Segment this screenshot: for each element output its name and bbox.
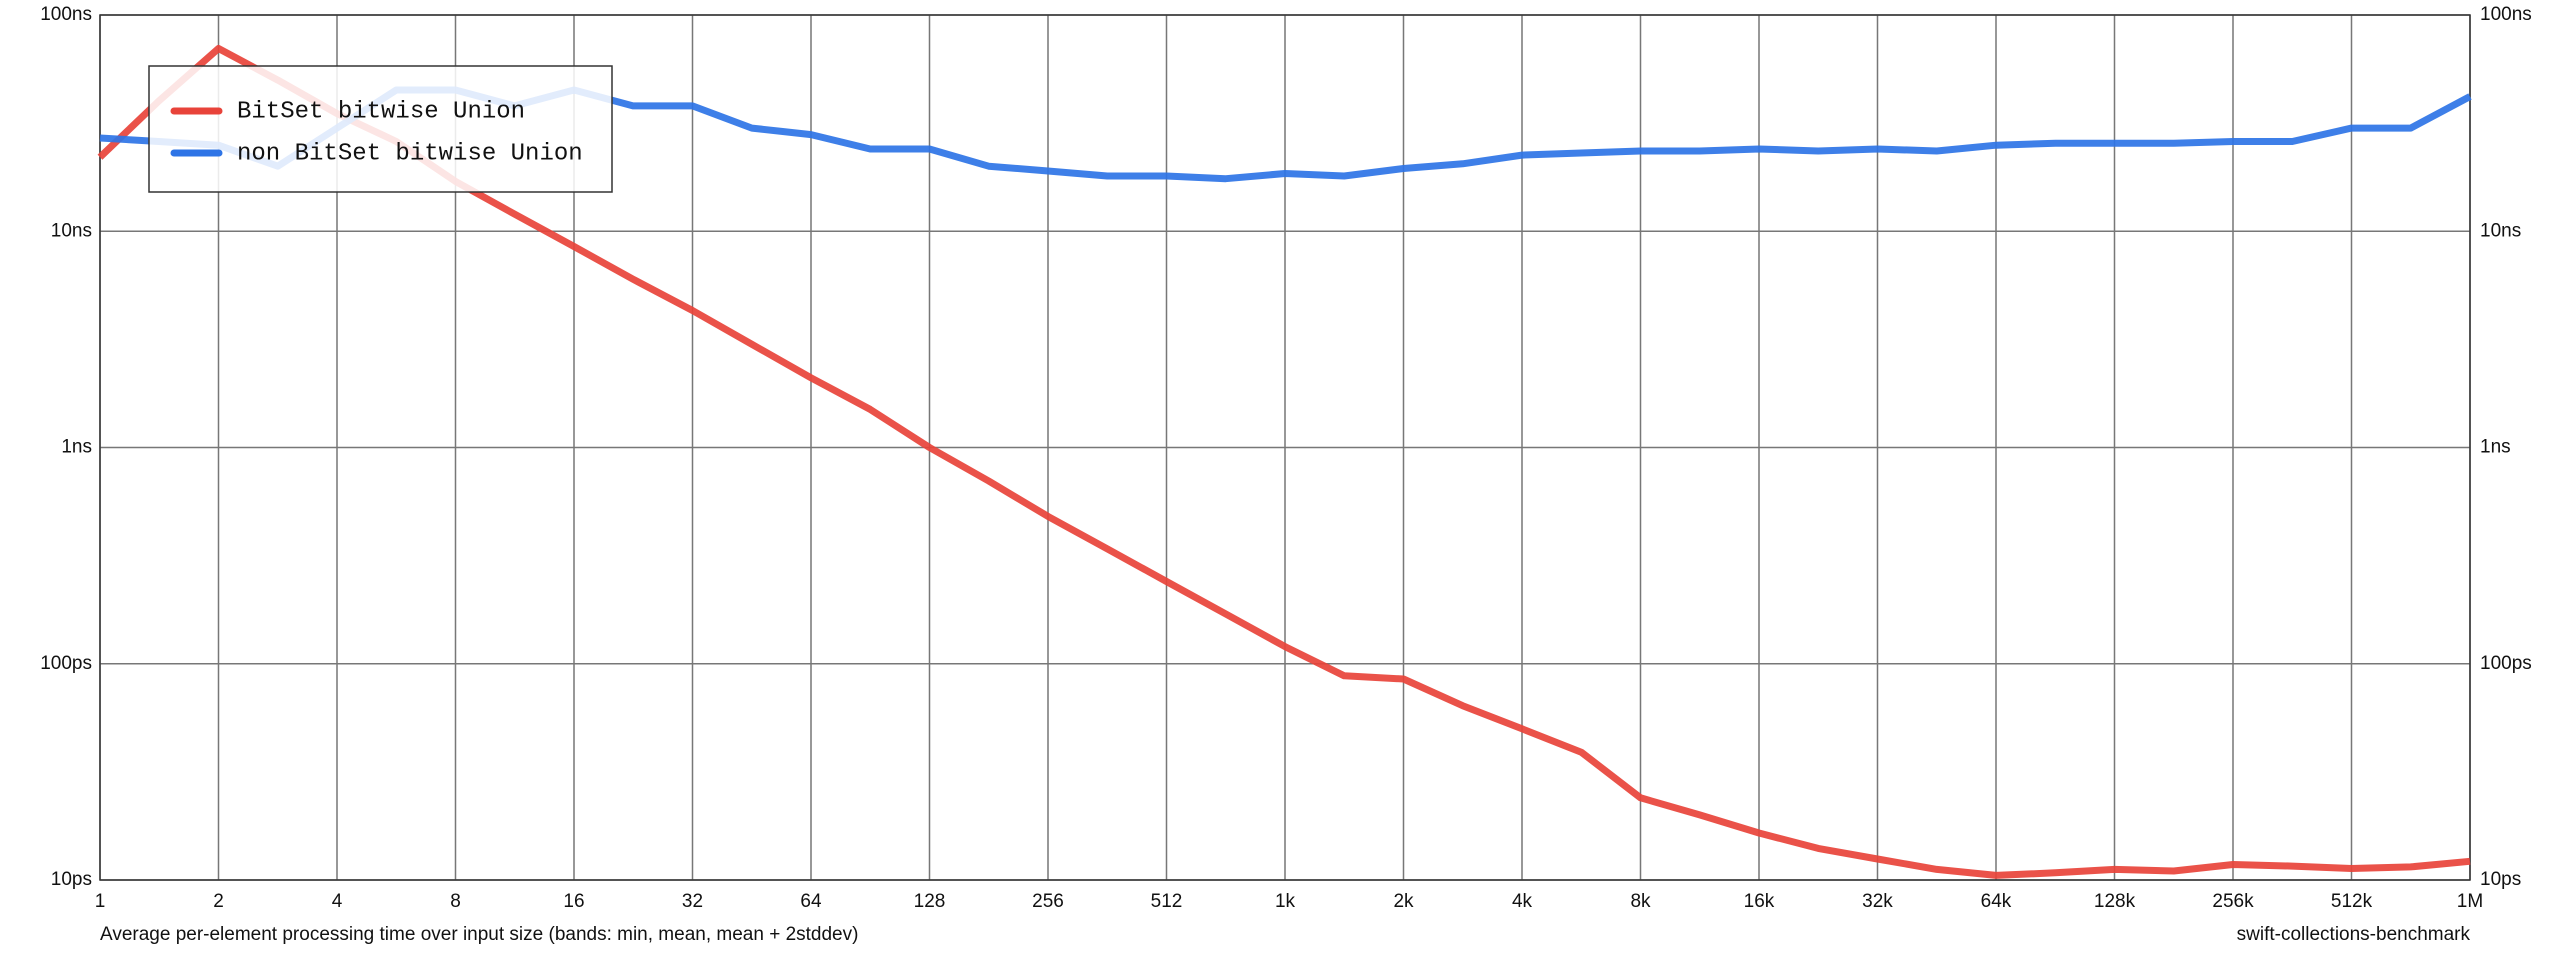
caption: Average per-element processing time over…	[100, 924, 858, 945]
x-tick-label: 4	[332, 891, 343, 912]
x-tick-label: 512	[1151, 891, 1183, 912]
x-tick-label: 128	[914, 891, 946, 912]
x-tick-label: 1M	[2457, 891, 2483, 912]
y-tick-label-right: 10ns	[2480, 220, 2521, 241]
x-tick-label: 8k	[1630, 891, 1651, 912]
x-tick-label: 2k	[1393, 891, 1414, 912]
x-tick-label: 64	[800, 891, 822, 912]
x-tick-label: 16	[563, 891, 584, 912]
credit: swift-collections-benchmark	[2237, 924, 2471, 945]
y-tick-label: 1ns	[61, 437, 92, 458]
plot-frame	[99, 14, 2471, 881]
y-tick-label: 100ns	[40, 4, 92, 25]
x-tick-label: 16k	[1744, 891, 1775, 912]
y-tick-label: 100ps	[40, 653, 92, 674]
x-tick-label: 256k	[2212, 891, 2254, 912]
x-tick-label: 1k	[1275, 891, 1296, 912]
y-tick-label-right: 100ns	[2480, 4, 2532, 25]
series-line	[97, 45, 2471, 879]
x-tick-label: 1	[95, 891, 106, 912]
y-tick-label-right: 100ps	[2480, 653, 2532, 674]
y-tick-label-right: 1ns	[2480, 437, 2511, 458]
legend-label: non BitSet bitwise Union	[237, 140, 583, 167]
x-tick-label: 256	[1032, 891, 1064, 912]
x-tick-label: 32	[682, 891, 703, 912]
x-tick-label: 2	[213, 891, 224, 912]
y-tick-label: 10ns	[51, 220, 92, 241]
y-tick-label-right: 10ps	[2480, 869, 2521, 890]
x-tick-label: 4k	[1512, 891, 1533, 912]
x-tick-label: 8	[450, 891, 461, 912]
x-tick-label: 128k	[2094, 891, 2136, 912]
legend-label: BitSet bitwise Union	[237, 98, 525, 125]
x-tick-label: 512k	[2331, 891, 2373, 912]
x-tick-label: 64k	[1981, 891, 2012, 912]
y-tick-label: 10ps	[51, 869, 92, 890]
legend-box	[148, 65, 613, 193]
x-tick-label: 32k	[1862, 891, 1893, 912]
